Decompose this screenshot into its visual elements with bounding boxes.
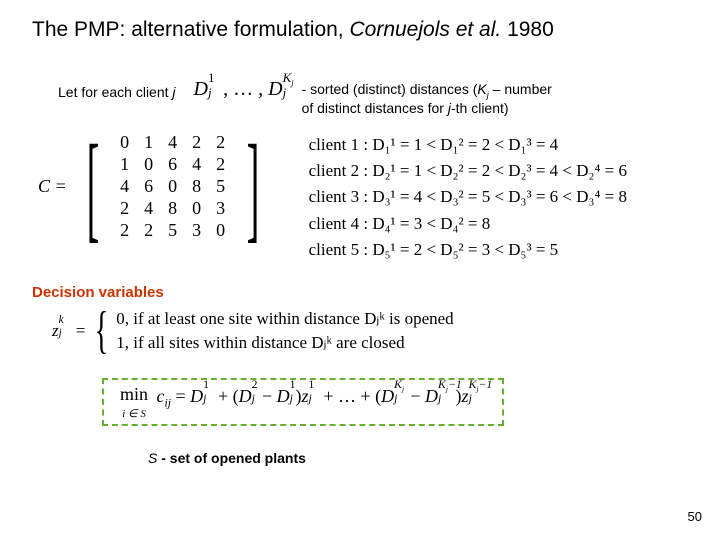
client-line: client 3 : D₃¹ = 4 < D₃² = 5 < D₃³ = 6 <…: [309, 184, 627, 210]
clients-list: client 1 : D₁¹ = 1 < D₁² = 2 < D₁³ = 4cl…: [309, 132, 627, 264]
set-opened-text: - set of opened plants: [157, 450, 306, 466]
matrix-cell: 4: [137, 198, 161, 219]
matrix-cell: 4: [113, 176, 137, 197]
client-chain: D₄¹ = 3 < D₄² = 8: [372, 214, 490, 233]
matrix-cell: 5: [209, 176, 233, 197]
page-title: The PMP: alternative formulation, Cornue…: [32, 18, 688, 42]
matrix-cell: 1: [137, 132, 161, 153]
client-chain: D₅¹ = 2 < D₅² = 3 < D₅³ = 5: [372, 240, 558, 259]
z-case-0: 0, if at least one site within distance …: [116, 309, 453, 328]
z-var: zkjkj =: [52, 321, 85, 341]
matrix-cell: 0: [161, 176, 185, 197]
min-sub: i ∈ S: [122, 408, 146, 420]
matrix-cell: 2: [209, 154, 233, 175]
matrix-cell: 2: [209, 132, 233, 153]
decision-variables-heading: Decision variables: [32, 284, 688, 301]
matrix-cell: 3: [209, 198, 233, 219]
let-prefix: Let for each client: [58, 84, 172, 100]
title-part-b: Cornuejols et al.: [349, 18, 501, 41]
desc2a: of distinct distances for: [302, 100, 448, 116]
S-label: S: [148, 450, 157, 466]
matrix-cell: 0: [137, 154, 161, 175]
z-cases: 0, if at least one site within distance …: [116, 307, 453, 356]
matrix-cell: 0: [185, 198, 209, 219]
matrix-cell: 5: [161, 220, 185, 241]
desc-K: K: [477, 81, 486, 97]
matrix-cell: 2: [137, 220, 161, 241]
matrix-and-clients: C = [ 0142210642460852480322530 ] client…: [38, 132, 688, 264]
page-number: 50: [688, 509, 702, 524]
client-line: client 2 : D₂¹ = 1 < D₂² = 2 < D₂³ = 4 <…: [309, 158, 627, 184]
matrix-cell: 3: [185, 220, 209, 241]
set-of-plants: S - set of opened plants: [148, 450, 688, 466]
matrix-cell: 0: [113, 132, 137, 153]
desc1b: – number: [489, 81, 552, 97]
dj-description: - sorted (distinct) distances (Kj – numb…: [302, 78, 552, 118]
bracket-right: ]: [246, 140, 259, 234]
min-operator: min i ∈ S: [120, 386, 148, 420]
client-label: client 4 :: [309, 214, 373, 233]
desc2b: -th client): [451, 100, 509, 116]
let-client: Let for each client j: [32, 78, 176, 100]
matrix-cell: 8: [161, 198, 185, 219]
z-definition: zkjkj = { 0, if at least one site within…: [52, 307, 688, 356]
title-part-c: 1980: [501, 18, 554, 41]
desc1a: - sorted (distinct) distances (: [302, 81, 478, 97]
client-line: client 1 : D₁¹ = 1 < D₁² = 2 < D₁³ = 4: [309, 132, 627, 158]
client-line: client 5 : D₅¹ = 2 < D₅² = 3 < D₅³ = 5: [309, 237, 627, 263]
matrix-cell: 4: [185, 154, 209, 175]
matrix-cell: 8: [185, 176, 209, 197]
matrix-cell: 2: [113, 220, 137, 241]
matrix-cell: 1: [113, 154, 137, 175]
bracket-left: [: [86, 140, 99, 234]
objective-formula: min i ∈ S cij = D1j1 + (D2j2 − D1j1)z1j1…: [102, 378, 504, 426]
client-chain: D₁¹ = 1 < D₁² = 2 < D₁³ = 4: [372, 135, 558, 154]
client-label: client 1 :: [309, 135, 373, 154]
client-chain: D₃¹ = 4 < D₃² = 5 < D₃³ = 6 < D₃⁴ = 8: [372, 187, 627, 206]
matrix-cell: 2: [113, 198, 137, 219]
min-label: min: [120, 384, 148, 404]
matrix-cell: 6: [137, 176, 161, 197]
intro-row: Let for each client j D1j1j , … , DKjjKj…: [32, 78, 688, 118]
client-label: client 5 :: [309, 240, 373, 259]
client-line: client 4 : D₄¹ = 3 < D₄² = 8: [309, 211, 627, 237]
client-chain: D₂¹ = 1 < D₂² = 2 < D₂³ = 4 < D₂⁴ = 6: [372, 161, 627, 180]
matrix-cell: 4: [161, 132, 185, 153]
matrix-cell: 2: [185, 132, 209, 153]
matrix: C = [ 0142210642460852480322530 ]: [38, 132, 273, 242]
brace-icon: {: [95, 310, 109, 352]
client-label: client 3 :: [309, 187, 373, 206]
dj-notation: D1j1j , … , DKjjKj: [176, 78, 302, 101]
matrix-label: C =: [38, 176, 73, 197]
client-label: client 2 :: [309, 161, 373, 180]
matrix-cell: 6: [161, 154, 185, 175]
matrix-cell: 0: [209, 220, 233, 241]
title-part-a: The PMP: alternative formulation,: [32, 18, 349, 41]
z-case-1: 1, if all sites within distance Dⱼᵏ are …: [116, 333, 404, 352]
matrix-grid: 0142210642460852480322530: [113, 132, 233, 242]
